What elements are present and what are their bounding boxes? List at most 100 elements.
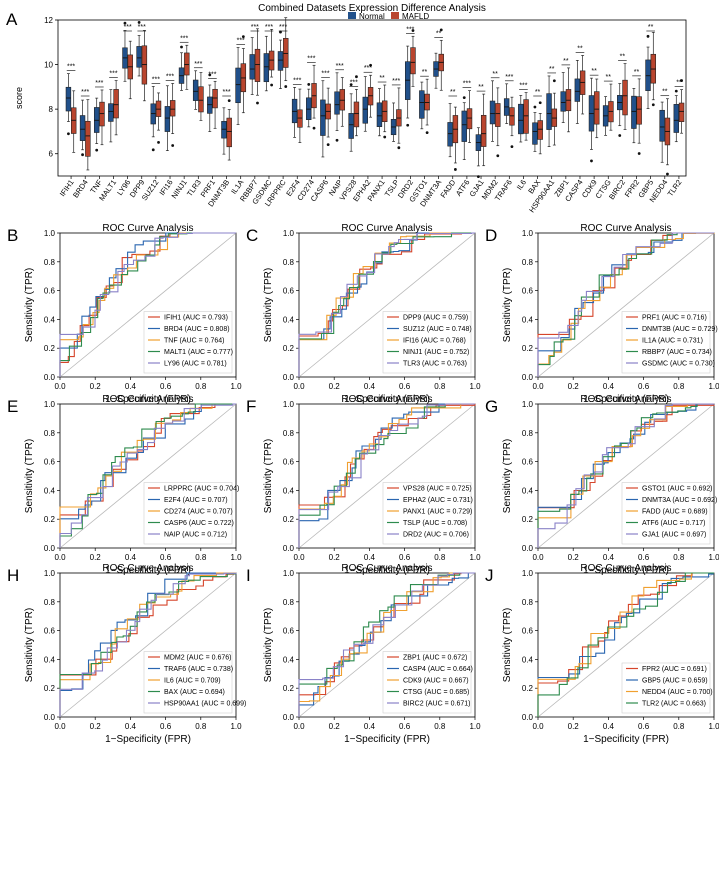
significance-label-NAIP: *** (336, 63, 344, 70)
panel-letter-F: F (246, 397, 256, 416)
y-tick-label-E: 0.0 (44, 544, 56, 553)
box-normal-IL6 (518, 103, 524, 135)
chart-title-B: ROC Curve Analysis (102, 223, 193, 234)
y-axis-label-C: Sensitivity (TPR) (263, 268, 274, 342)
x-tick-label-J: 0.0 (532, 722, 544, 731)
outlier-point (666, 172, 669, 176)
box-mafld-NAIP (339, 89, 346, 111)
box-mafld-CDK9 (594, 91, 600, 125)
x-tick-label-F: 1.0 (469, 553, 481, 562)
roc-curve-B-LY96 (59, 232, 236, 377)
legend-label-I-2: CDK9 (AUC = 0.667) (403, 678, 469, 685)
legend-label-B-3: MALT1 (AUC = 0.777) (164, 349, 233, 356)
significance-label-PRF1: *** (208, 71, 216, 78)
y-tick-label-H: 1.0 (44, 569, 56, 578)
y-tick-label-E: 0.6 (44, 458, 56, 467)
significance-label-CASP4: ** (577, 45, 583, 52)
legend-label-J-3: TLR2 (AUC = 0.663) (642, 701, 706, 708)
roc-curve-D-RBBP7 (537, 232, 714, 377)
legend-label-J-0: FPR2 (AUC = 0.691) (642, 666, 707, 673)
box-mafld-TNF (99, 101, 105, 127)
x-tick-label-G: 0.6 (638, 553, 650, 562)
x-tick-label-C: 0.8 (434, 382, 446, 391)
outlier-point (67, 132, 70, 136)
panel-letter-I: I (246, 566, 251, 585)
outlier-point (462, 96, 466, 100)
outlier-point (397, 146, 401, 150)
outlier-point (552, 79, 556, 83)
y-axis-label-B: Sensitivity (TPR) (24, 268, 35, 342)
y-tick-label-D: 0.8 (522, 258, 534, 267)
legend-label-D-3: RBBP7 (AUC = 0.734) (642, 349, 712, 356)
x-tick-label-F: 0.8 (434, 553, 446, 562)
y-tick-label-B: 0.8 (44, 258, 56, 267)
significance-label-PANX1: ** (379, 75, 385, 82)
y-axis-label-I: Sensitivity (TPR) (263, 608, 274, 682)
legend-label-D-4: GSDMC (AUC = 0.730) (642, 361, 715, 368)
roc-curve-H-HSP90AA1 (59, 572, 237, 717)
x-tick-label-B: 0.8 (195, 382, 207, 391)
y-tick-label-I: 0.8 (283, 598, 295, 607)
y-tick-label-F: 0.2 (283, 515, 295, 524)
outlier-point (383, 135, 387, 139)
significance-label-NINJ1: *** (180, 35, 188, 42)
significance-label-FADD: ** (450, 89, 456, 96)
y-tick-label-D: 0.4 (522, 315, 534, 324)
legend-label-H-4: HSP90AA1 (AUC = 0.699) (164, 701, 246, 708)
box-mafld-TLR2 (678, 102, 685, 122)
outlier-point (425, 131, 429, 135)
box-normal-FPR2 (631, 95, 637, 129)
panel-letter-G: G (485, 397, 498, 416)
box-mafld-RBBP7 (254, 48, 261, 82)
legend-label-J-2: NEDD4 (AUC = 0.700) (642, 689, 713, 696)
legend-label-B-2: TNF (AUC = 0.764) (164, 338, 225, 345)
box-normal-BRD4 (79, 115, 86, 141)
x-tick-label-E: 0.8 (195, 553, 207, 562)
y-tick-label-B: 0.0 (44, 373, 56, 382)
x-tick-label-C: 0.6 (399, 382, 411, 391)
box-normal-FADD (447, 122, 453, 147)
y-axis-label-D: Sensitivity (TPR) (502, 268, 513, 342)
y-tick-label-B: 0.6 (44, 287, 56, 296)
y-tick-label-G: 0.4 (522, 486, 534, 495)
x-tick-label-H: 0.4 (125, 722, 137, 731)
box-mafld-NINJ1 (184, 52, 190, 76)
significance-label-E2F4: *** (293, 77, 301, 84)
significance-label-BIRC2: ** (620, 54, 626, 61)
x-tick-label-I: 0.2 (329, 722, 341, 731)
x-tick-label-F: 0.6 (399, 553, 411, 562)
significance-label-CTSG: ** (606, 74, 612, 81)
box-normal-EPHA2 (362, 96, 368, 124)
significance-label-LY96: *** (124, 24, 132, 31)
legend-label-F-2: PANX1 (AUC = 0.729) (403, 509, 472, 516)
chart-title-I: ROC Curve Analysis (341, 563, 432, 574)
y-tick-label-A: 10 (44, 61, 53, 70)
roc-curve-F-TSLP (298, 403, 475, 548)
y-axis-label-E: Sensitivity (TPR) (24, 439, 35, 513)
y-tick-label-I: 0.0 (283, 713, 295, 722)
legend-label-D-0: PRF1 (AUC = 0.716) (642, 315, 707, 322)
significance-label-GBP5: ** (648, 24, 654, 31)
y-tick-label-J: 0.6 (522, 627, 534, 636)
roc-curve-J-GBP5 (537, 572, 714, 717)
y-tick-label-F: 0.8 (283, 429, 295, 438)
significance-label-BRD4: *** (81, 89, 89, 96)
significance-label-FPR2: ** (634, 69, 640, 76)
x-tick-label-E: 0.6 (160, 553, 172, 562)
significance-label-DNMT3A: ** (436, 30, 442, 37)
chart-title-J: ROC Curve Analysis (580, 563, 671, 574)
roc-curve-D-DNMT3B (537, 232, 714, 377)
significance-label-ATF6: *** (463, 81, 471, 88)
significance-label-GSTO1: ** (422, 69, 428, 76)
roc-curve-D-GSDMC (537, 232, 714, 377)
y-tick-label-G: 1.0 (522, 400, 534, 409)
outlier-point (171, 144, 175, 147)
significance-label-BAX: ** (535, 89, 541, 96)
significance-label-TSLP: *** (392, 78, 400, 85)
panel-letter-C: C (246, 226, 258, 245)
plot-frame-C (298, 232, 476, 378)
y-axis-label-A: score (14, 87, 24, 109)
x-tick-label-G: 0.4 (603, 553, 615, 562)
roc-curve-E-CD274 (59, 403, 236, 548)
y-tick-label-D: 1.0 (522, 229, 534, 238)
